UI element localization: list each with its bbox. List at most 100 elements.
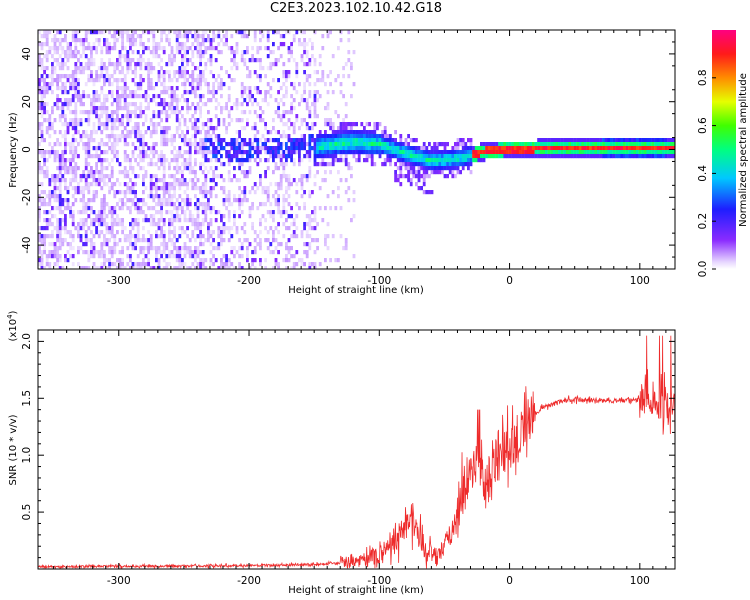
spectrogram-cell [207, 34, 210, 39]
spectrogram-cell [194, 38, 197, 43]
spectrogram-cell [430, 190, 434, 195]
spectrogram-cell [586, 150, 590, 155]
spectrogram-cell [409, 158, 413, 163]
spectrogram-cell [97, 214, 101, 219]
spectrogram-cell [181, 82, 184, 87]
spectrogram-cell [183, 162, 187, 167]
spectrogram-cell [277, 78, 280, 83]
spectrogram-cell [233, 198, 236, 203]
spectrogram-cell [238, 206, 241, 211]
spectrogram-cell [352, 122, 356, 127]
spectrogram-cell [253, 190, 257, 195]
spectrogram-cell [48, 86, 52, 91]
spectrogram-cell [217, 74, 221, 79]
spectrogram-cell [136, 234, 140, 239]
spectrogram-cell [165, 126, 169, 131]
spectrogram-cell [131, 218, 135, 223]
spectrogram-cell [100, 110, 104, 115]
spectrogram-cell [308, 62, 312, 67]
spectrogram-cell [227, 214, 231, 219]
spectrogram-cell [131, 58, 135, 63]
spectrogram-cell [77, 122, 80, 127]
colorbar-gradient [712, 30, 736, 269]
spectrogram-cell [126, 122, 130, 127]
spectrogram-cell [165, 114, 169, 119]
spectrogram-cell [126, 118, 130, 123]
spectrogram-cell [92, 126, 96, 131]
spectrogram-cell [61, 166, 65, 171]
spectrogram-cell [64, 34, 67, 39]
spectrogram-cell [175, 150, 179, 155]
spectrogram-cell [87, 142, 91, 147]
spectrogram-cell [300, 230, 304, 235]
spectrogram-cell [352, 150, 356, 155]
spectrogram-cell [157, 186, 161, 191]
spectrogram-cell [113, 138, 117, 143]
spectrogram-cell [178, 98, 182, 103]
spectrogram-cell [77, 166, 80, 171]
spectrogram-cell [56, 94, 59, 99]
spectrogram-cell [160, 150, 163, 155]
spectrogram-cell [305, 222, 309, 227]
spectrogram-cell [87, 78, 91, 83]
spectrogram-cell [170, 174, 174, 179]
spectrogram-cell [165, 242, 169, 247]
spectrogram-cell [149, 238, 153, 243]
spectrogram-cell [51, 214, 54, 219]
spectrogram-cell [329, 82, 332, 87]
spectrogram-cell [175, 210, 179, 215]
spectrogram-cell [131, 78, 135, 83]
spectrogram-cell [251, 54, 254, 59]
spectrogram-cell [126, 238, 130, 243]
spectrogram-cell [352, 142, 356, 147]
spectrogram-cell [147, 78, 150, 83]
spectrogram-cell [308, 170, 312, 175]
spectrogram-cell [183, 218, 187, 223]
spectrogram-cell [100, 150, 104, 155]
spectrogram-cell [194, 34, 197, 39]
spectrogram-cell [225, 130, 228, 135]
spectrogram-cell [285, 70, 288, 75]
spectrogram-cell [183, 246, 187, 251]
spectrogram-cell [66, 42, 70, 47]
spectrogram-cell [269, 182, 273, 187]
spectrogram-cell [131, 42, 135, 47]
spectrogram-cell [160, 158, 163, 163]
spectrogram-cell [129, 178, 132, 183]
spectrogram-cell [638, 150, 642, 155]
spectrogram-cell [131, 30, 135, 35]
spectrogram-cell [191, 70, 195, 75]
spectrogram-cell [212, 86, 215, 91]
spectrogram-cell [149, 206, 153, 211]
spectrogram-cell [152, 174, 156, 179]
spectrogram-cell [155, 174, 158, 179]
spectrogram-cell [222, 230, 226, 235]
spectrogram-cell [365, 134, 369, 139]
spectrogram-cell [92, 178, 96, 183]
spectrogram-cell [360, 130, 364, 135]
spectrogram-cell [571, 154, 574, 159]
spectrogram-cell [45, 254, 49, 259]
spectrogram-cell [326, 74, 330, 79]
spectrogram-cell [64, 118, 67, 123]
spectrogram-cell [87, 58, 91, 63]
spectrogram-cell [490, 146, 494, 151]
spectrogram-cell [295, 66, 299, 71]
spectrogram-cell [103, 178, 106, 183]
spectrogram-cell [118, 70, 122, 75]
spectrogram-cell [350, 146, 353, 151]
spectrogram-cell [95, 166, 98, 171]
spectrogram-cell [58, 186, 62, 191]
spectrogram-cell [186, 70, 189, 75]
spectrogram-cell [456, 138, 460, 143]
spectrogram-cell [71, 82, 75, 87]
spectrogram-cell [201, 154, 205, 159]
spectrogram-cell [243, 90, 247, 95]
spectrogram-cell [248, 170, 252, 175]
spectrogram-cell [160, 66, 163, 71]
spectrogram-cell [209, 210, 213, 215]
spectrogram-cell [305, 106, 309, 111]
spectrogram-cell [222, 266, 226, 269]
spectrogram-cell [469, 162, 473, 167]
spectrogram-cell [209, 186, 213, 191]
